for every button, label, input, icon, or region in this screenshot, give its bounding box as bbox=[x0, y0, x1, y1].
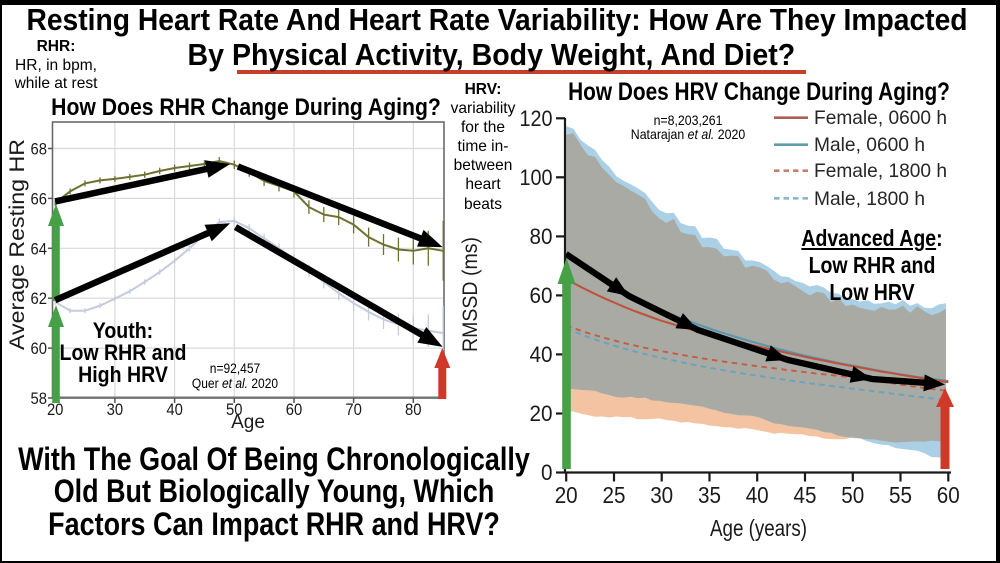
svg-text:50: 50 bbox=[841, 482, 864, 508]
svg-text:20: 20 bbox=[530, 401, 553, 426]
svg-text:25: 25 bbox=[603, 482, 626, 508]
svg-text:60: 60 bbox=[937, 482, 960, 508]
svg-text:50: 50 bbox=[226, 400, 243, 419]
svg-text:Age (years): Age (years) bbox=[710, 515, 807, 541]
svg-text:60: 60 bbox=[530, 283, 553, 308]
svg-text:20: 20 bbox=[555, 482, 578, 508]
svg-text:Average Resting HR: Average Resting HR bbox=[6, 139, 29, 350]
svg-text:80: 80 bbox=[405, 400, 422, 419]
svg-text:66: 66 bbox=[31, 189, 48, 208]
svg-text:120: 120 bbox=[520, 106, 553, 131]
svg-text:Male, 0600 h: Male, 0600 h bbox=[814, 134, 925, 156]
svg-text:45: 45 bbox=[794, 482, 817, 508]
svg-text:80: 80 bbox=[530, 224, 553, 249]
svg-text:Age: Age bbox=[231, 412, 265, 433]
svg-text:30: 30 bbox=[107, 400, 124, 419]
svg-text:Female, 1800 h: Female, 1800 h bbox=[814, 160, 947, 182]
svg-text:62: 62 bbox=[31, 289, 48, 308]
svg-text:55: 55 bbox=[889, 482, 912, 508]
svg-text:58: 58 bbox=[31, 389, 48, 408]
svg-text:68: 68 bbox=[31, 140, 48, 159]
svg-text:RMSSD (ms): RMSSD (ms) bbox=[458, 237, 482, 352]
svg-text:40: 40 bbox=[530, 342, 553, 367]
svg-text:Male, 1800 h: Male, 1800 h bbox=[814, 188, 925, 210]
svg-text:40: 40 bbox=[746, 482, 769, 508]
svg-text:Female, 0600 h: Female, 0600 h bbox=[814, 107, 947, 129]
svg-text:64: 64 bbox=[31, 239, 48, 258]
svg-text:20: 20 bbox=[47, 400, 64, 419]
svg-text:100: 100 bbox=[520, 165, 553, 190]
svg-text:70: 70 bbox=[345, 400, 362, 419]
svg-text:0: 0 bbox=[541, 460, 553, 485]
svg-text:60: 60 bbox=[286, 400, 303, 419]
svg-text:60: 60 bbox=[31, 339, 48, 358]
svg-text:40: 40 bbox=[166, 400, 183, 419]
svg-text:35: 35 bbox=[698, 482, 721, 508]
svg-text:30: 30 bbox=[650, 482, 673, 508]
